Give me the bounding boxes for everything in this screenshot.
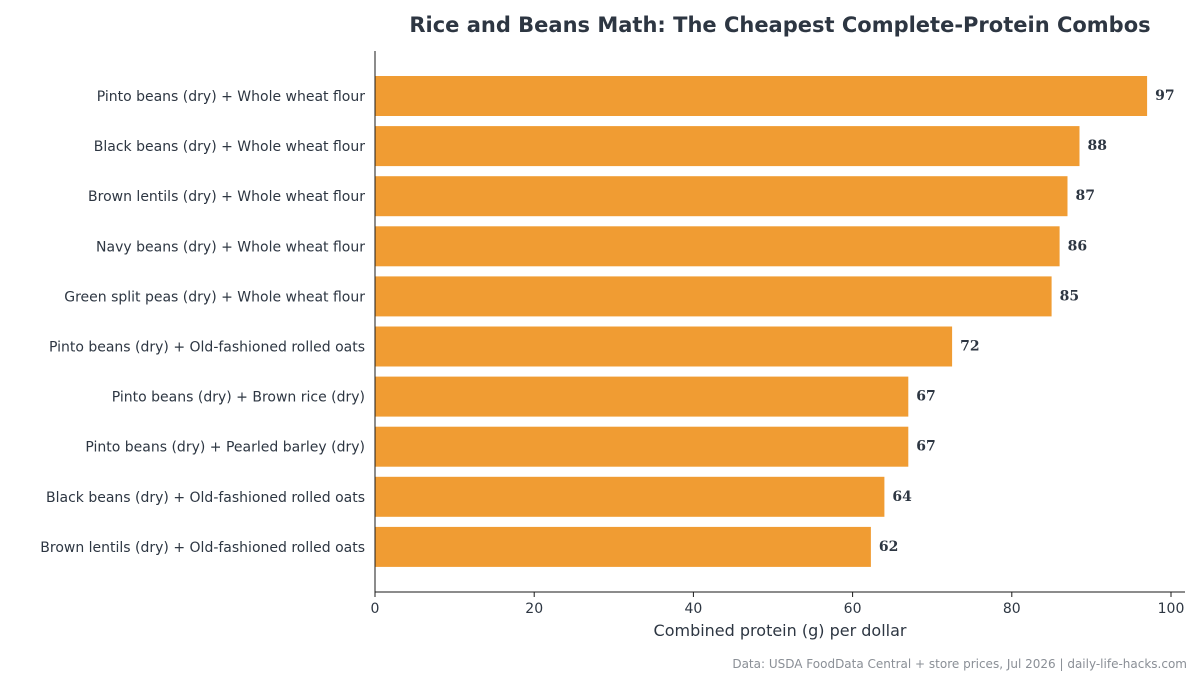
- bar: [375, 276, 1052, 317]
- bar: [375, 426, 909, 467]
- bar: [375, 376, 909, 417]
- value-label: 88: [1088, 138, 1107, 154]
- x-tick-label: 20: [525, 601, 543, 617]
- bar: [375, 326, 953, 367]
- category-label: Brown lentils (dry) + Whole wheat flour: [88, 189, 365, 205]
- x-tick-label: 100: [1158, 601, 1185, 617]
- category-label: Pinto beans (dry) + Pearled barley (dry): [85, 440, 365, 456]
- x-tick-label: 80: [1003, 601, 1021, 617]
- category-label: Pinto beans (dry) + Whole wheat flour: [97, 89, 366, 105]
- bar: [375, 126, 1080, 167]
- axes-layer: 0 20 40 60 80 100: [371, 51, 1185, 617]
- source-note: Data: USDA FoodData Central + store pric…: [732, 657, 1187, 671]
- x-tick-label: 40: [684, 601, 702, 617]
- bars-layer: Pinto beans (dry) + Whole wheat flour 97 B…: [40, 76, 1175, 567]
- value-label: 62: [879, 539, 898, 555]
- value-label: 72: [960, 339, 979, 355]
- value-label: 85: [1060, 288, 1079, 304]
- category-label: Pinto beans (dry) + Brown rice (dry): [112, 390, 365, 406]
- value-label: 87: [1076, 188, 1095, 204]
- bar: [375, 526, 871, 567]
- value-label: 64: [892, 489, 912, 505]
- category-label: Pinto beans (dry) + Old-fashioned rolled…: [49, 340, 365, 356]
- chart-title: Rice and Beans Math: The Cheapest Comple…: [409, 13, 1150, 37]
- x-tick-label: 0: [371, 601, 380, 617]
- category-label: Brown lentils (dry) + Old-fashioned roll…: [40, 540, 365, 556]
- bar: [375, 476, 885, 517]
- bar: [375, 226, 1060, 267]
- category-label: Navy beans (dry) + Whole wheat flour: [96, 239, 365, 255]
- bar: [375, 176, 1068, 217]
- bar: [375, 76, 1148, 116]
- x-tick-label: 60: [844, 601, 862, 617]
- category-label: Black beans (dry) + Whole wheat flour: [94, 139, 365, 155]
- value-label: 86: [1068, 238, 1087, 254]
- x-axis-title: Combined protein (g) per dollar: [654, 621, 907, 640]
- value-label: 67: [916, 439, 935, 455]
- value-label: 97: [1155, 88, 1174, 104]
- value-label: 67: [916, 389, 935, 405]
- category-label: Green split peas (dry) + Whole wheat flo…: [64, 289, 365, 305]
- category-label: Black beans (dry) + Old-fashioned rolled…: [46, 490, 365, 506]
